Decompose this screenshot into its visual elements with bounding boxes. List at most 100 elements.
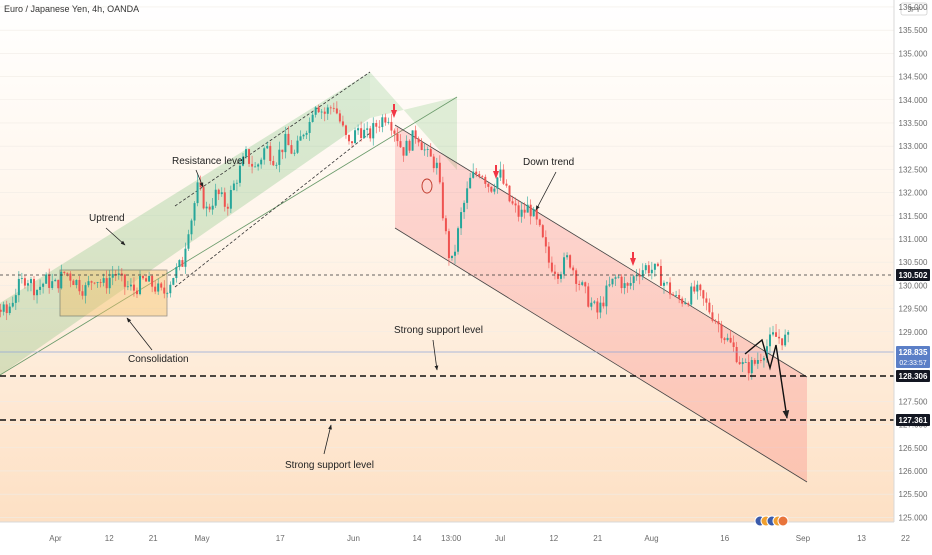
candle-body xyxy=(72,280,75,286)
candle-body xyxy=(341,121,344,126)
candle-body xyxy=(575,270,578,284)
current-price-tag-bg xyxy=(896,346,930,368)
event-marker-icon[interactable] xyxy=(777,515,789,527)
candle-body xyxy=(205,206,208,209)
candle-body xyxy=(2,304,5,312)
level-tag-text: 127.361 xyxy=(899,416,928,425)
candle-body xyxy=(248,149,251,164)
candle-body xyxy=(514,203,517,206)
candle-body xyxy=(166,293,169,295)
candle-body xyxy=(762,358,765,361)
candle-body xyxy=(23,278,26,286)
candle-body xyxy=(638,274,641,277)
consolidation-pointer xyxy=(126,317,153,351)
candle-body xyxy=(669,282,672,295)
candle-body xyxy=(429,149,432,157)
candle-body xyxy=(608,284,611,286)
price-tick-label: 133.500 xyxy=(899,119,928,128)
candle-body xyxy=(759,360,762,361)
candle-body xyxy=(75,280,78,286)
candle-body xyxy=(357,128,360,131)
level-tag-127361: 127.361 xyxy=(896,414,930,426)
price-tick-label: 125.000 xyxy=(899,513,928,522)
candle-body xyxy=(632,276,635,284)
red-arrow-marker xyxy=(630,258,636,266)
currency-badge[interactable] xyxy=(900,2,928,16)
candle-body xyxy=(641,270,644,277)
candle-body xyxy=(675,294,678,296)
candle-body xyxy=(687,303,690,305)
price-tick-label: 126.000 xyxy=(899,467,928,476)
candle-body xyxy=(296,140,299,153)
candle-body xyxy=(57,279,60,289)
candle-body xyxy=(396,133,399,142)
candle-body xyxy=(678,294,681,299)
red-arrows xyxy=(391,104,636,266)
candle-body xyxy=(681,298,684,304)
red-arrow-marker xyxy=(493,171,499,179)
candle-body xyxy=(532,209,535,217)
price-tick-label: 130.500 xyxy=(899,258,928,267)
candle-body xyxy=(563,257,566,275)
annotation-uptrend: Uptrend xyxy=(89,213,125,224)
uptrend-channel-fill xyxy=(0,72,370,375)
candle-body xyxy=(145,278,148,282)
candle-body xyxy=(275,164,278,166)
candle-body xyxy=(93,282,96,284)
candle-body xyxy=(711,312,714,321)
time-tick-label: Aug xyxy=(644,534,658,543)
level-tag-text: 130.502 xyxy=(899,271,928,280)
candle-body xyxy=(490,186,493,192)
candle-body xyxy=(299,136,302,141)
candle-body xyxy=(42,283,45,287)
candle-body xyxy=(496,177,499,189)
price-candles xyxy=(0,101,790,381)
event-markers[interactable] xyxy=(754,515,789,527)
candle-body xyxy=(293,152,296,154)
candle-body xyxy=(623,283,626,289)
candle-body xyxy=(411,130,414,151)
candle-body xyxy=(329,107,332,109)
candle-body xyxy=(457,228,460,252)
candle-body xyxy=(311,114,314,122)
annotation-resistance: Resistance level xyxy=(172,156,245,167)
red-arrow-stem xyxy=(393,104,395,111)
candle-body xyxy=(96,282,99,283)
candle-body xyxy=(48,274,51,288)
candle-body xyxy=(226,206,229,209)
candle-body xyxy=(302,134,305,137)
candle-body xyxy=(11,302,14,307)
candle-body xyxy=(254,166,257,168)
candle-body xyxy=(553,271,556,274)
candle-body xyxy=(647,265,650,274)
candle-body xyxy=(405,140,408,156)
candle-body xyxy=(626,283,629,286)
candle-body xyxy=(20,278,23,279)
candle-body xyxy=(781,338,784,346)
downtrend-upper-line xyxy=(394,124,808,378)
candle-body xyxy=(414,130,417,139)
time-tick-label: Sep xyxy=(796,534,811,543)
candle-body xyxy=(196,182,199,204)
time-tick-label: May xyxy=(194,534,209,543)
candle-body xyxy=(441,182,444,219)
candle-body xyxy=(753,360,756,364)
time-tick-label: 12 xyxy=(105,534,114,543)
candle-body xyxy=(105,278,108,289)
candle-body xyxy=(78,280,81,292)
candle-body xyxy=(453,251,456,256)
candle-body xyxy=(744,362,747,363)
candle-body xyxy=(354,130,357,144)
candle-body xyxy=(662,282,665,286)
price-tick-label: 133.000 xyxy=(899,142,928,151)
candle-body xyxy=(305,132,308,135)
time-tick-label: Jun xyxy=(347,534,360,543)
candle-body xyxy=(323,111,326,114)
level-tag-bg xyxy=(896,370,930,382)
candle-body xyxy=(696,284,699,292)
candle-body xyxy=(747,362,750,374)
time-tick-label: 13:00 xyxy=(441,534,462,543)
candle-body xyxy=(526,204,529,213)
candle-body xyxy=(672,294,675,296)
